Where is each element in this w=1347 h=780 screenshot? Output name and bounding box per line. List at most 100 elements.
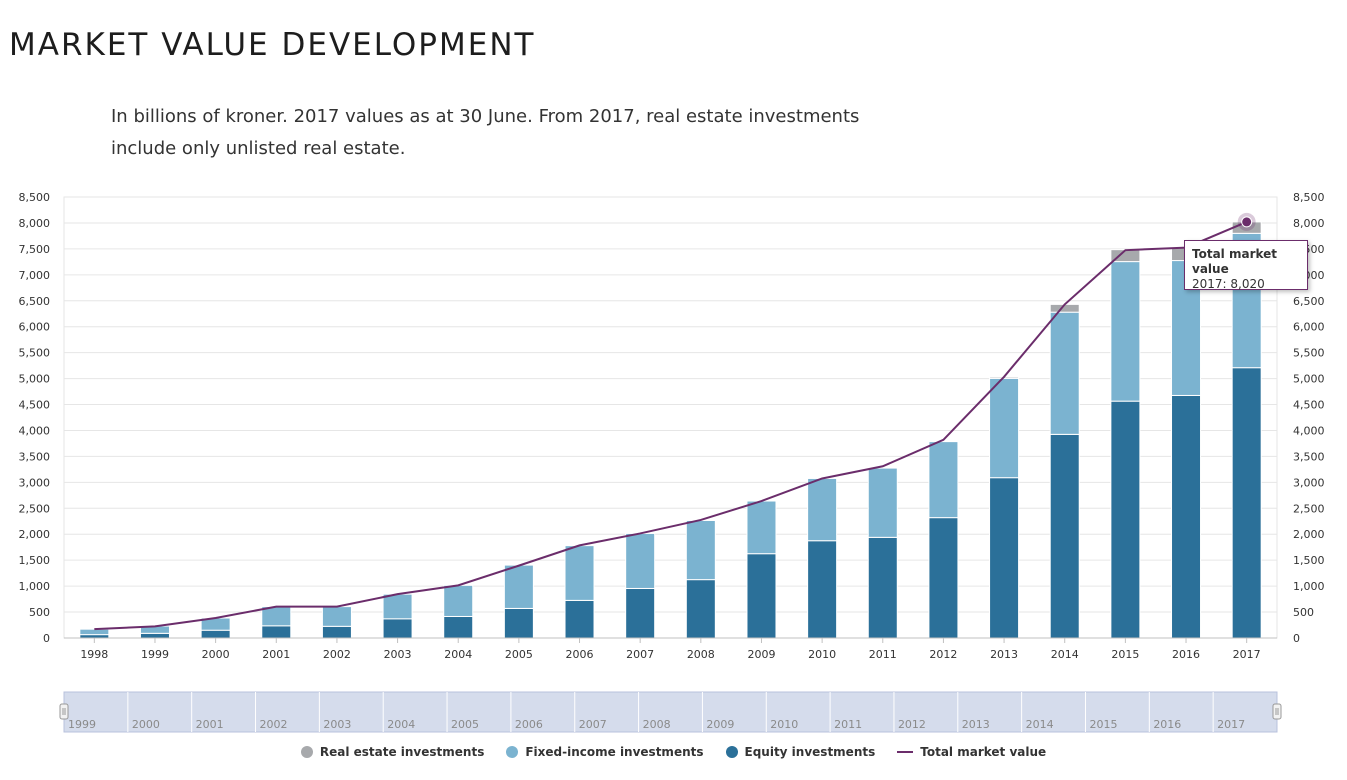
x-tick-label: 2006 [566, 648, 594, 661]
y-tick-label-right: 6,000 [1293, 321, 1325, 334]
bar-equity [321, 625, 352, 639]
bar-fixed-income [503, 564, 534, 609]
bar-fixed-income [382, 593, 413, 620]
bar-equity [989, 477, 1020, 639]
y-tick-label-right: 0 [1293, 632, 1300, 645]
bar-equity [261, 625, 292, 639]
bar-equity [685, 579, 716, 639]
legend-item-real-estate[interactable]: Real estate investments [300, 745, 485, 759]
bar-equity [382, 618, 413, 639]
y-tick-label-left: 3,500 [19, 450, 51, 463]
bar-fixed-income [625, 532, 656, 589]
y-tick-label-left: 3,000 [19, 476, 51, 489]
bar-fixed-income [1110, 261, 1141, 402]
legend-item-equity[interactable]: Equity investments [725, 745, 875, 759]
navigator-label: 2007 [579, 718, 607, 731]
y-tick-label-left: 500 [29, 606, 50, 619]
navigator-right-handle[interactable] [1272, 703, 1282, 720]
y-tick-label-left: 4,500 [19, 399, 51, 412]
tooltip-value: 2017: 8,020 [1192, 277, 1265, 291]
bar-fixed-income [746, 500, 777, 555]
navigator-label: 2015 [1089, 718, 1117, 731]
navigator-label: 2017 [1217, 718, 1245, 731]
x-tick-label: 2017 [1233, 648, 1261, 661]
y-tick-label-right: 8,500 [1293, 191, 1325, 204]
bar-equity [1049, 433, 1080, 639]
x-tick-label: 1999 [141, 648, 169, 661]
bar-equity [867, 536, 898, 639]
tooltip-series-name: Total market value [1192, 247, 1278, 276]
y-tick-label-left: 1,000 [19, 580, 51, 593]
bar-fixed-income [807, 477, 838, 542]
x-tick-label: 2014 [1051, 648, 1079, 661]
legend-label: Total market value [920, 745, 1047, 759]
legend-item-fixed-income[interactable]: Fixed-income investments [506, 745, 704, 759]
y-tick-label-right: 1,500 [1293, 554, 1325, 567]
navigator-label: 2003 [323, 718, 351, 731]
y-tick-label-left: 2,500 [19, 502, 51, 515]
y-tick-label-right: 1,000 [1293, 580, 1325, 593]
total-market-value-line [94, 220, 1248, 631]
navigator-label: 2008 [643, 718, 671, 731]
navigator-range[interactable] [63, 691, 1278, 733]
x-tick-label: 2010 [808, 648, 836, 661]
bar-equity [1171, 394, 1202, 639]
bar-equity [139, 632, 170, 639]
x-axis: 1998 1999 2000 2001 2002 2003 2004 2005 2006 2007… [64, 637, 1277, 661]
market-value-chart: 0 500 1,000 1,500 2,000 2,500 3,000 3,500 4,000 4… [19, 191, 1325, 733]
y-tick-label-left: 7,000 [19, 269, 51, 282]
bar-equity [807, 540, 838, 639]
x-tick-label: 2005 [505, 648, 533, 661]
navigator-label: 2011 [834, 718, 862, 731]
legend-dot-icon [300, 746, 313, 758]
plot-border [63, 196, 1278, 639]
y-tick-label-left: 4,000 [19, 424, 51, 437]
hover-point [1241, 216, 1253, 228]
x-tick-label: 2000 [202, 648, 230, 661]
y-tick-label-right: 500 [1293, 606, 1314, 619]
y-tick-label-left: 5,500 [19, 347, 51, 360]
x-tick-label: 1998 [80, 648, 108, 661]
legend-item-total[interactable]: Total market value [897, 745, 1046, 759]
y-tick-label-left: 6,500 [19, 295, 51, 308]
bar-fixed-income [989, 377, 1020, 479]
navigator-label: 2005 [451, 718, 479, 731]
page-title: MARKET VALUE DEVELOPMENT [9, 27, 536, 63]
bar-fixed-income [685, 519, 716, 581]
x-tick-label: 2009 [747, 648, 775, 661]
x-tick-label: 2008 [687, 648, 715, 661]
chart-legend: Real estate investments Fixed-income inv… [0, 745, 1347, 759]
legend-label: Real estate investments [319, 745, 485, 759]
y-tick-label-right: 8,000 [1293, 217, 1325, 230]
navigator-label: 2009 [706, 718, 734, 731]
y-tick-label-right: 3,500 [1293, 450, 1325, 463]
navigator-left-handle[interactable] [59, 703, 69, 720]
legend-label: Fixed-income investments [525, 745, 704, 759]
bar-fixed-income [928, 441, 959, 519]
y-tick-label-left: 6,000 [19, 321, 51, 334]
bar-equity [200, 629, 231, 639]
grid-lines [63, 196, 1278, 639]
bar-fixed-income [321, 606, 352, 627]
bar-equity [503, 607, 534, 639]
bar-fixed-income [443, 584, 474, 617]
x-tick-label: 2002 [323, 648, 351, 661]
navigator-label: 2014 [1026, 718, 1054, 731]
bar-fixed-income [564, 545, 595, 601]
y-tick-label-left: 8,000 [19, 217, 51, 230]
x-tick-label: 2016 [1172, 648, 1200, 661]
y-tick-label-left: 0 [43, 632, 50, 645]
x-tick-label: 2013 [990, 648, 1018, 661]
bar-equity [443, 615, 474, 639]
y-tick-label-left: 1,500 [19, 554, 51, 567]
bar-equity [928, 517, 959, 639]
y-tick-label-right: 2,000 [1293, 528, 1325, 541]
bar-series [79, 221, 1262, 639]
navigator-label: 2001 [196, 718, 224, 731]
chart-subtitle: In billions of kroner. 2017 values as at… [111, 106, 860, 159]
navigator-label: 2004 [387, 718, 415, 731]
x-tick-label: 2012 [929, 648, 957, 661]
navigator-label: 1999 [68, 718, 96, 731]
y-axis-left: 0 500 1,000 1,500 2,000 2,500 3,000 3,500 4,000 4… [19, 191, 51, 645]
x-tick-label: 2015 [1111, 648, 1139, 661]
